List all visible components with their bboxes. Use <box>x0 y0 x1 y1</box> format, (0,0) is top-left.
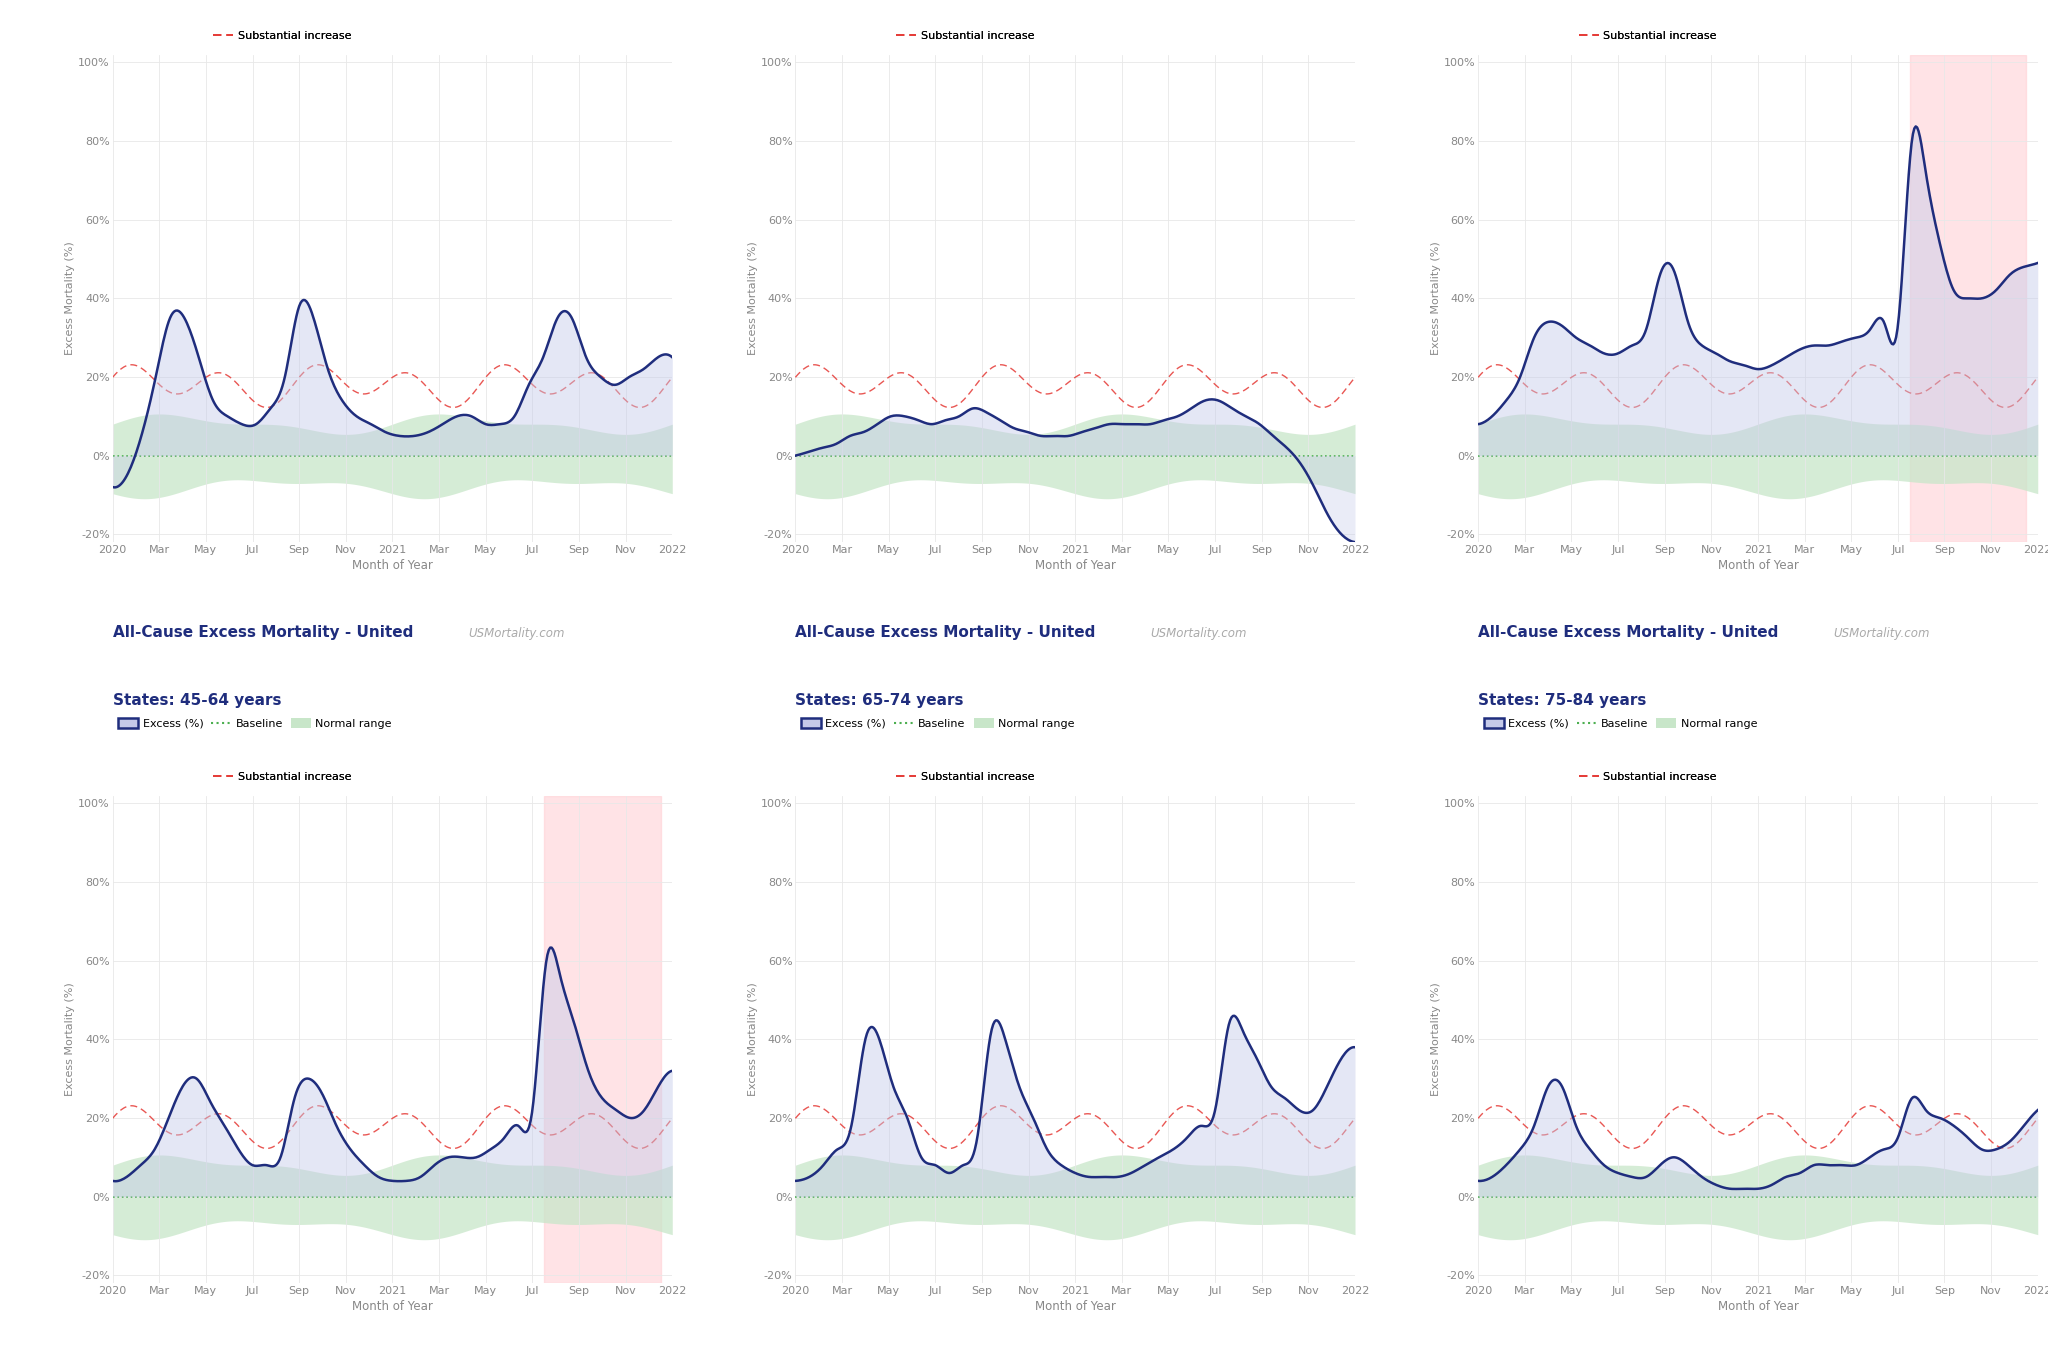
Bar <box>545 796 662 1283</box>
Legend: Substantial increase: Substantial increase <box>897 771 1034 782</box>
Legend: Substantial increase: Substantial increase <box>213 31 352 41</box>
Text: All-Cause Excess Mortality - United: All-Cause Excess Mortality - United <box>1479 625 1778 640</box>
X-axis label: Month of Year: Month of Year <box>1718 1299 1798 1313</box>
Text: All-Cause Excess Mortality - United: All-Cause Excess Mortality - United <box>113 625 414 640</box>
Legend: Substantial increase: Substantial increase <box>213 771 352 782</box>
X-axis label: Month of Year: Month of Year <box>352 1299 432 1313</box>
Legend: Substantial increase: Substantial increase <box>1579 771 1716 782</box>
Text: USMortality.com: USMortality.com <box>1833 627 1929 640</box>
X-axis label: Month of Year: Month of Year <box>1034 560 1116 572</box>
Legend: Substantial increase: Substantial increase <box>897 31 1034 41</box>
Text: States: 75-84 years: States: 75-84 years <box>1479 693 1647 708</box>
Legend: Substantial increase: Substantial increase <box>1579 31 1716 41</box>
Text: USMortality.com: USMortality.com <box>469 627 565 640</box>
Y-axis label: Excess Mortality (%): Excess Mortality (%) <box>1432 983 1442 1096</box>
X-axis label: Month of Year: Month of Year <box>1718 560 1798 572</box>
X-axis label: Month of Year: Month of Year <box>1034 1299 1116 1313</box>
X-axis label: Month of Year: Month of Year <box>352 560 432 572</box>
Y-axis label: Excess Mortality (%): Excess Mortality (%) <box>66 983 76 1096</box>
Y-axis label: Excess Mortality (%): Excess Mortality (%) <box>1432 242 1442 355</box>
Text: States: 45-64 years: States: 45-64 years <box>113 693 281 708</box>
Text: All-Cause Excess Mortality - United: All-Cause Excess Mortality - United <box>795 625 1096 640</box>
Y-axis label: Excess Mortality (%): Excess Mortality (%) <box>748 983 758 1096</box>
Text: States: 65-74 years: States: 65-74 years <box>795 693 965 708</box>
Y-axis label: Excess Mortality (%): Excess Mortality (%) <box>66 242 76 355</box>
Bar <box>1909 55 2025 542</box>
Text: USMortality.com: USMortality.com <box>1151 627 1247 640</box>
Y-axis label: Excess Mortality (%): Excess Mortality (%) <box>748 242 758 355</box>
